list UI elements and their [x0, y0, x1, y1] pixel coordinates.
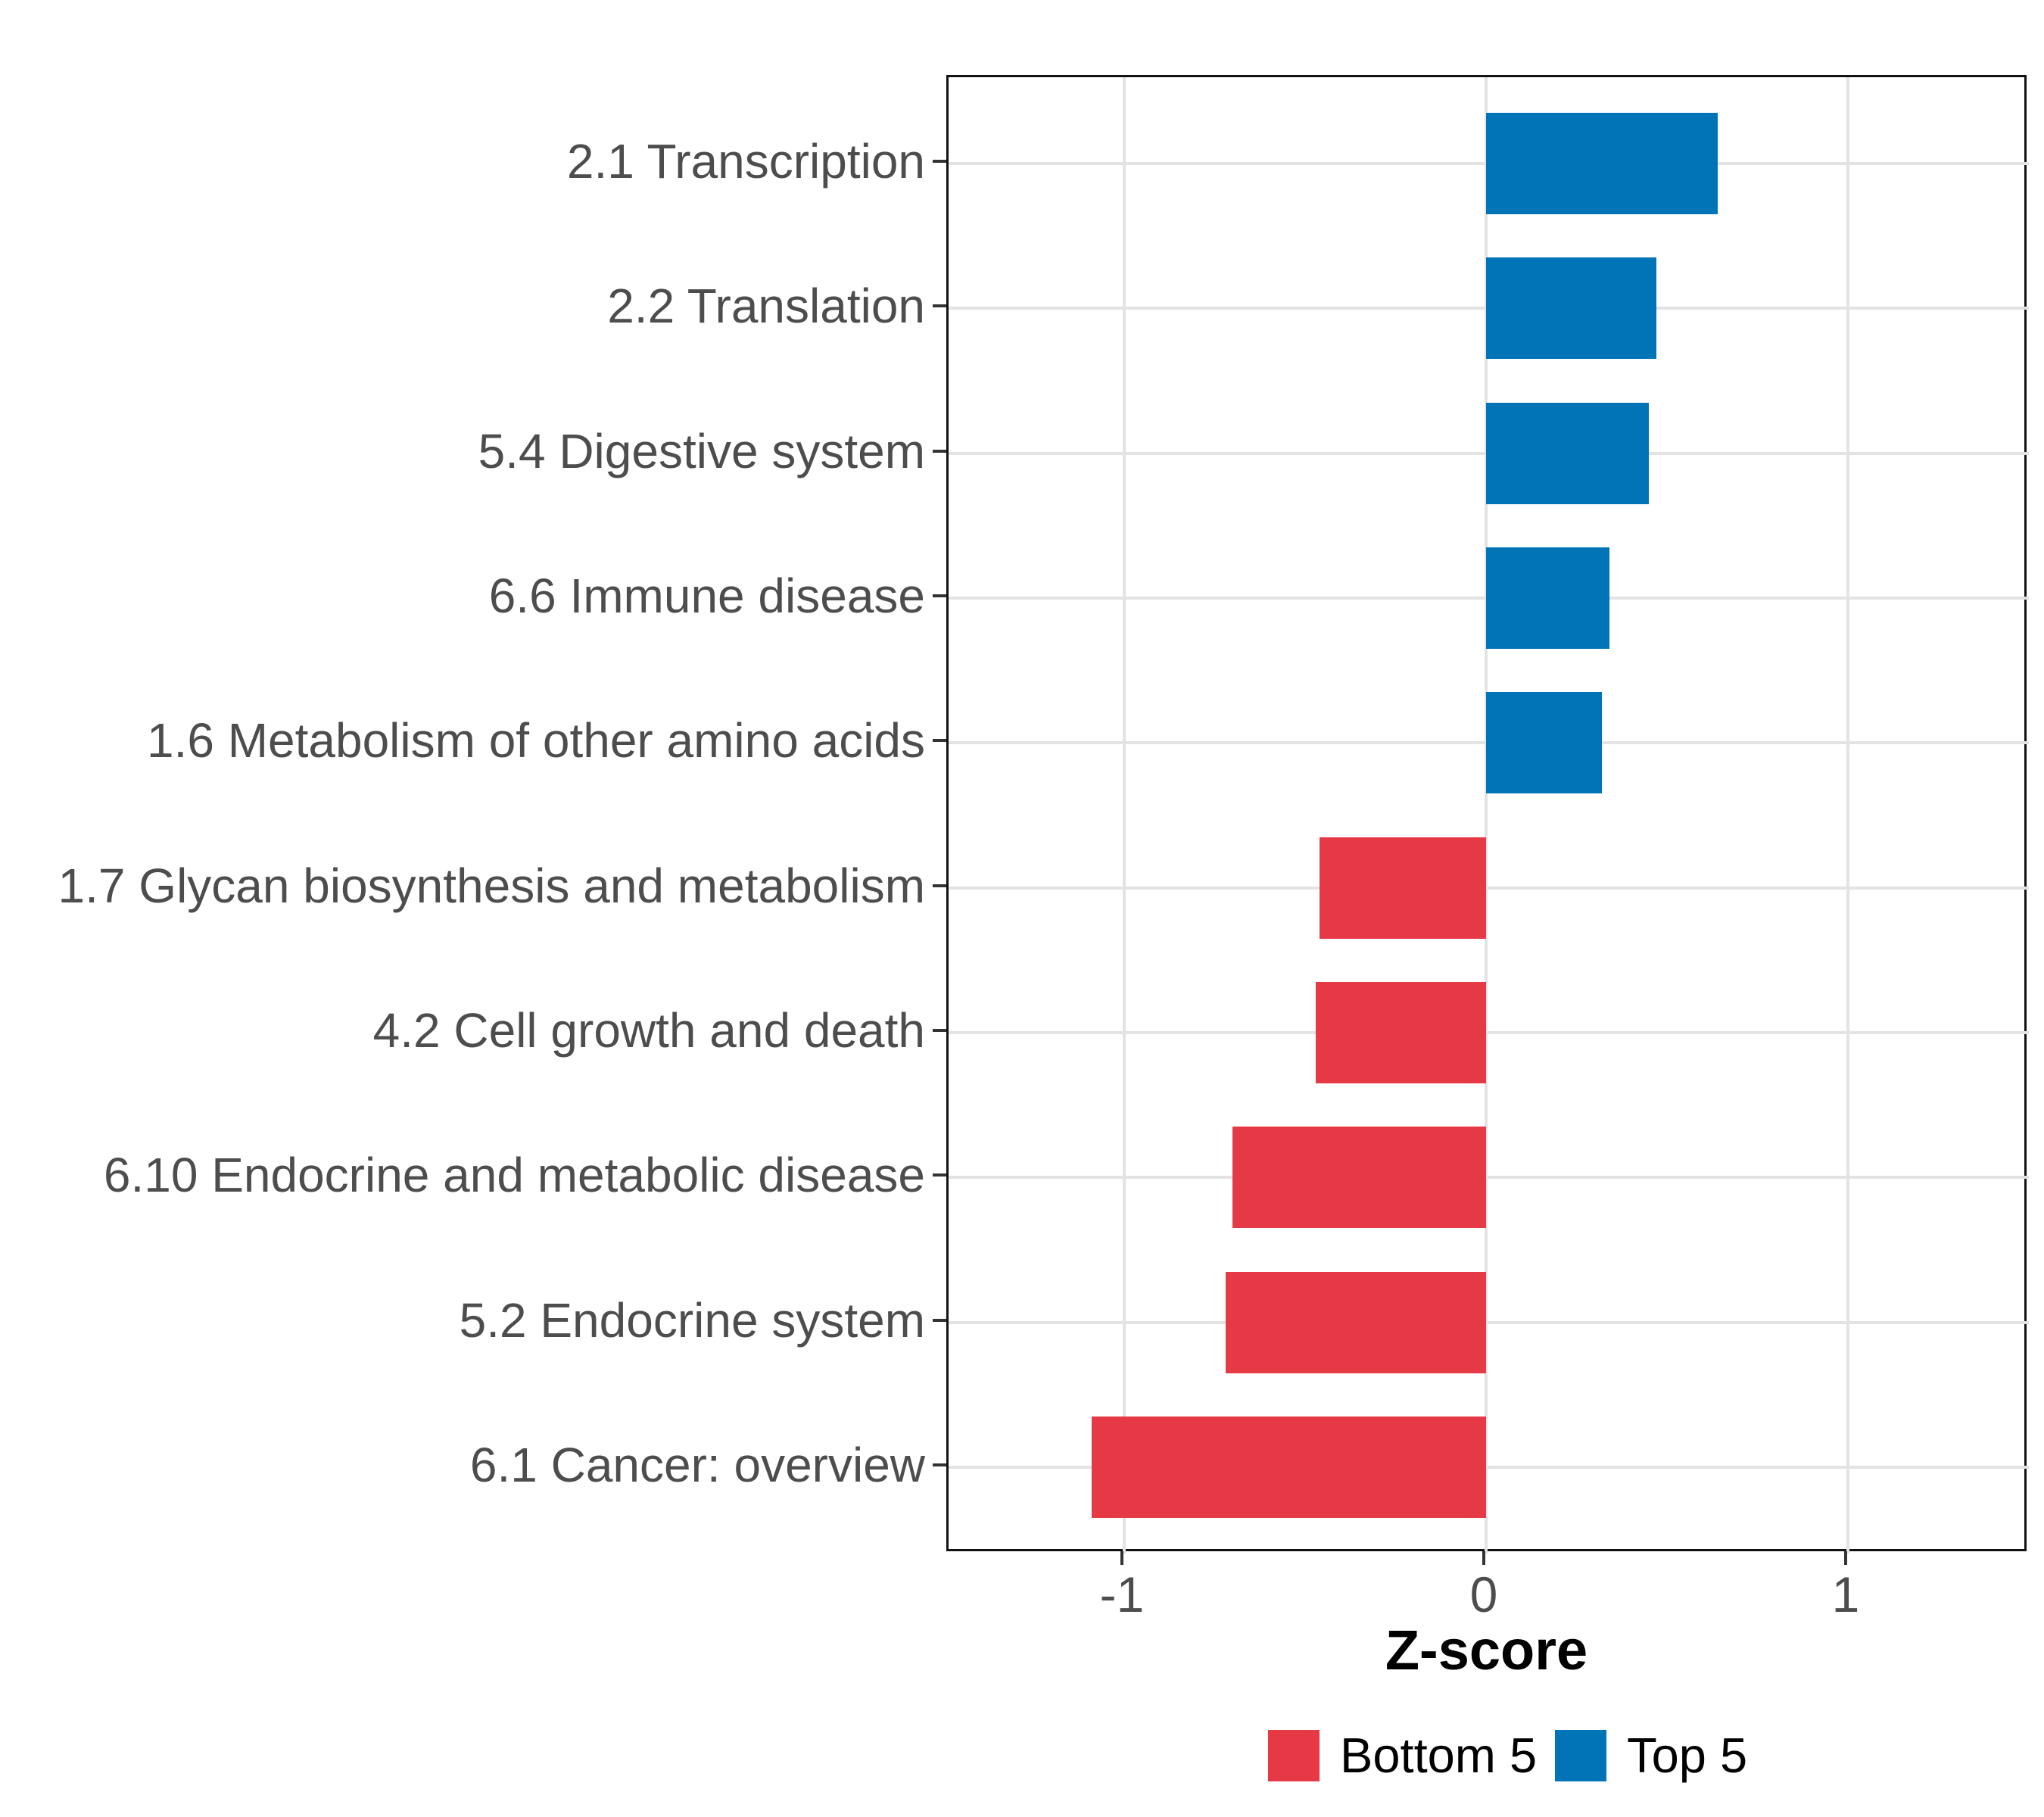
bar	[1232, 1127, 1486, 1229]
bar	[1225, 1271, 1486, 1373]
bar	[1091, 1416, 1486, 1518]
y-gridline	[949, 1465, 2029, 1469]
y-axis-label: 5.2 Endocrine system	[459, 1292, 925, 1348]
y-axis-tick	[933, 1173, 946, 1177]
bar	[1320, 837, 1486, 939]
x-axis-tick	[1844, 1551, 1847, 1565]
x-gridline	[1485, 77, 1488, 1554]
bar	[1316, 981, 1486, 1083]
y-axis-label: 1.6 Metabolism of other amino acids	[146, 713, 925, 768]
y-axis-label: 6.1 Cancer: overview	[469, 1437, 925, 1492]
y-axis-tick	[933, 1318, 946, 1322]
y-gridline	[949, 1320, 2029, 1324]
y-axis-label: 4.2 Cell growth and death	[372, 1002, 925, 1058]
legend: Bottom 5 Top 5	[1268, 1730, 1747, 1781]
legend-label: Bottom 5	[1340, 1728, 1538, 1783]
y-gridline	[949, 886, 2029, 890]
legend-label: Top 5	[1627, 1728, 1748, 1783]
y-axis-tick	[933, 594, 946, 597]
y-axis-tick	[933, 449, 946, 453]
bar	[1486, 257, 1656, 360]
plot-panel	[946, 75, 2029, 1554]
y-axis-tick	[933, 1028, 946, 1032]
legend-item: Bottom 5	[1268, 1730, 1537, 1781]
y-axis-tick	[933, 884, 946, 887]
x-gridline	[1846, 77, 1849, 1554]
y-gridline	[949, 1176, 2029, 1180]
bar	[1486, 402, 1650, 504]
x-axis-title: Z-score	[1385, 1619, 1588, 1681]
bar	[1486, 692, 1602, 794]
bar	[1486, 113, 1718, 214]
x-axis-tick	[1120, 1551, 1123, 1565]
y-axis-tick	[933, 739, 946, 743]
y-axis-label: 2.2 Translation	[607, 279, 925, 334]
x-axis-tick	[1482, 1551, 1485, 1565]
y-axis-tick	[933, 160, 946, 163]
legend-color-swatch	[1268, 1730, 1320, 1781]
x-axis-tick-label: 1	[1831, 1566, 1860, 1622]
y-axis-tick	[933, 304, 946, 308]
y-axis-label: 2.1 Transcription	[566, 134, 925, 189]
x-axis-tick-label: -1	[1099, 1566, 1145, 1622]
y-axis-tick	[933, 1463, 946, 1466]
y-gridline	[949, 1030, 2029, 1034]
y-axis-label: 1.7 Glycan biosynthesis and metabolism	[58, 858, 925, 913]
x-gridline	[1123, 77, 1126, 1554]
y-axis-label: 5.4 Digestive system	[478, 423, 925, 478]
legend-color-swatch	[1555, 1730, 1607, 1781]
y-axis-label: 6.6 Immune disease	[488, 568, 925, 623]
legend-item: Top 5	[1555, 1730, 1747, 1781]
x-axis-tick-label: 0	[1469, 1566, 1498, 1622]
y-axis-label: 6.10 Endocrine and metabolic disease	[103, 1148, 925, 1203]
bar	[1486, 547, 1609, 649]
